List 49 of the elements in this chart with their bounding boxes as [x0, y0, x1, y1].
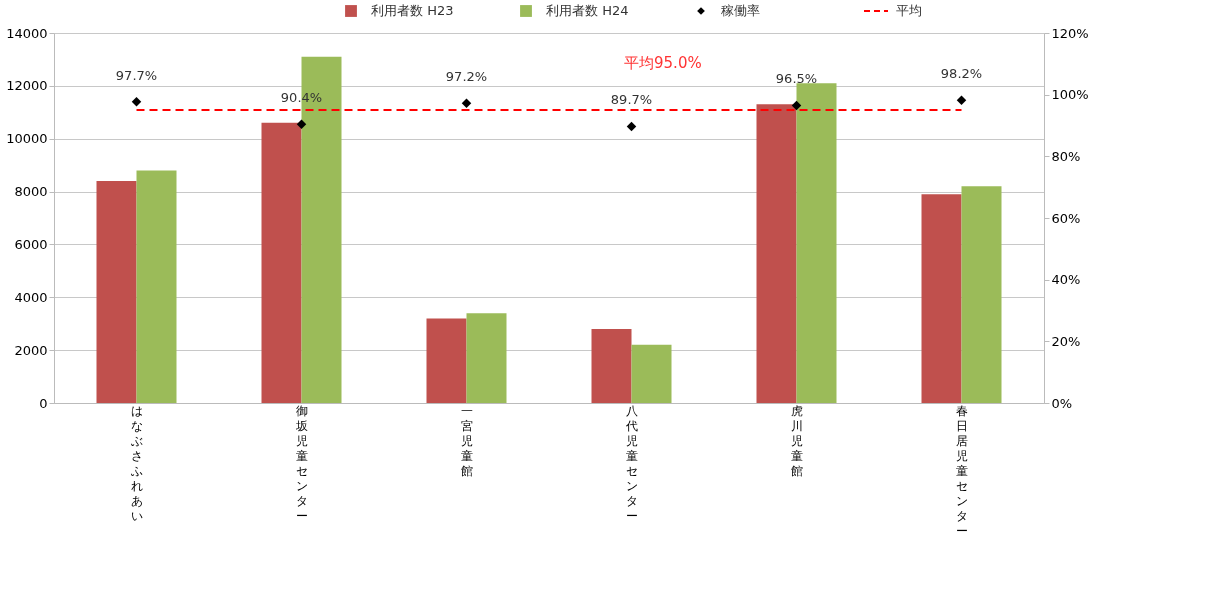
- bar: [756, 104, 797, 403]
- legend-label: 利用者数 H24: [546, 3, 629, 18]
- bar: [466, 313, 507, 403]
- x-tick-label: 八代児童センター: [624, 403, 638, 523]
- y2-tick-label: 20%: [1051, 333, 1081, 349]
- x-tick-label: はなぶさふれあい: [129, 403, 143, 523]
- bar: [591, 329, 632, 403]
- y-tick-label: 10000: [6, 131, 48, 147]
- category-label: 春日居児童センター: [955, 403, 968, 538]
- data-label: 89.7%: [610, 92, 653, 108]
- y-tick-label: 4000: [14, 289, 48, 305]
- bar: [921, 194, 962, 403]
- point: [296, 119, 307, 130]
- y2-tick-label: 100%: [1051, 87, 1089, 103]
- data-label: 90.4%: [280, 90, 323, 106]
- point: [131, 97, 142, 107]
- y-tick-label: 8000: [14, 184, 48, 200]
- x-tick-label: 御坂児童センター: [294, 403, 308, 523]
- bar: [261, 122, 302, 403]
- x-tick-label: 虎川児童館: [790, 403, 803, 478]
- bar: [796, 83, 837, 403]
- legend-label: 稼働率: [721, 3, 760, 18]
- annotation: 平均95.0%: [624, 54, 702, 72]
- y-tick-label: 14000: [6, 25, 48, 41]
- point: [791, 100, 802, 111]
- data-label: 97.7%: [115, 67, 158, 83]
- point: [626, 121, 637, 132]
- y-tick-label: 0: [39, 395, 48, 411]
- bar: [631, 344, 672, 403]
- y2-tick-label: 0%: [1051, 395, 1073, 411]
- bar: [961, 186, 1002, 403]
- y2-tick-label: 80%: [1051, 148, 1081, 164]
- bar: [136, 170, 177, 403]
- point: [956, 95, 967, 105]
- y2-tick-label: 40%: [1051, 272, 1081, 288]
- y2-tick-label: 60%: [1051, 210, 1081, 226]
- legend-label: 利用者数 H23: [371, 3, 454, 18]
- point: [461, 98, 472, 109]
- data-label: 96.5%: [775, 71, 818, 87]
- data-label: 98.2%: [940, 66, 983, 82]
- bar: [426, 318, 467, 403]
- data-label: 97.2%: [445, 69, 488, 85]
- y-tick-label: 2000: [14, 342, 48, 358]
- legend-label: 平均: [896, 3, 922, 18]
- y-tick-label: 12000: [6, 78, 48, 94]
- y2-tick-label: 120%: [1051, 25, 1089, 41]
- x-tick-label: 一宮児童館: [460, 403, 473, 478]
- bar: [96, 181, 137, 403]
- y-tick-label: 6000: [14, 236, 48, 252]
